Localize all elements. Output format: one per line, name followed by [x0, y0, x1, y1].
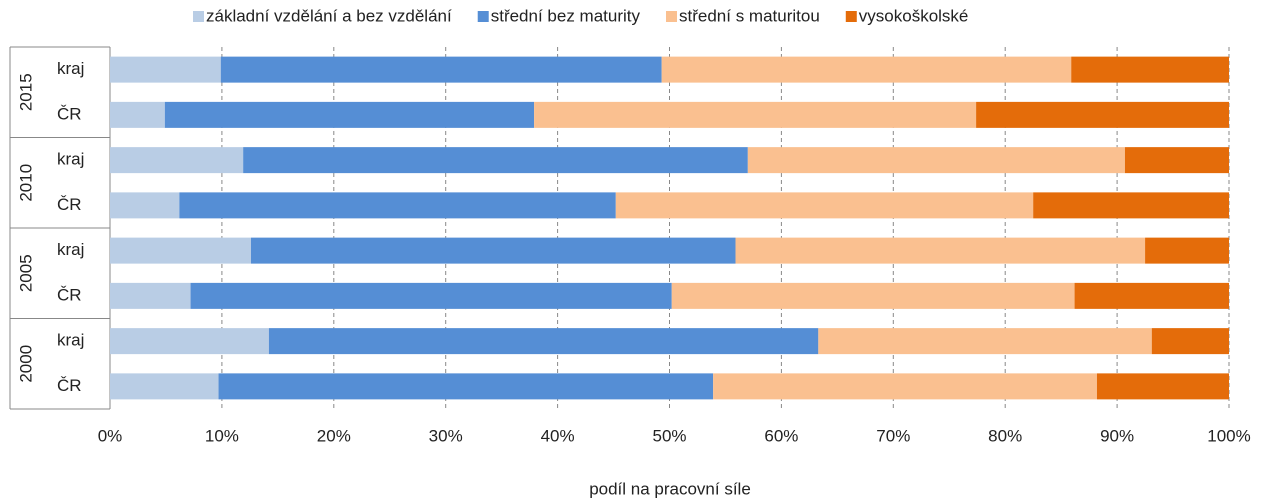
bar-segment	[110, 282, 191, 309]
bar-segment	[818, 328, 1152, 355]
y-tick-label: ČR	[57, 376, 82, 395]
group-label: 2000	[16, 345, 35, 383]
bar-segment	[1074, 282, 1229, 309]
bar-segment	[190, 282, 672, 309]
x-tick-label: 70%	[876, 426, 910, 445]
x-tick-label: 100%	[1207, 426, 1250, 445]
bar-segment	[1151, 328, 1229, 355]
bar-segment	[268, 328, 819, 355]
bar-segment	[1096, 373, 1229, 400]
bar-segment	[671, 282, 1075, 309]
y-tick-label: kraj	[57, 150, 84, 169]
bar-segment	[179, 192, 616, 219]
bar-segment	[110, 56, 221, 83]
bar-segment	[110, 237, 251, 264]
bar-segment	[110, 147, 244, 174]
y-tick-label: kraj	[57, 240, 84, 259]
bar-segment	[220, 56, 662, 83]
legend-label: střední s maturitou	[679, 6, 820, 25]
legend-label: základní vzdělání a bez vzdělání	[206, 6, 452, 25]
group-label: 2015	[16, 73, 35, 111]
x-axis-title: podíl na pracovní síle	[589, 479, 751, 498]
legend-swatch	[666, 11, 677, 22]
bar-segment	[1033, 192, 1229, 219]
bar-segment	[615, 192, 1034, 219]
x-tick-label: 20%	[317, 426, 351, 445]
bar-segment	[110, 373, 219, 400]
legend-label: střední bez maturity	[491, 6, 641, 25]
y-tick-label: ČR	[57, 104, 82, 123]
x-tick-label: 10%	[205, 426, 239, 445]
legend-swatch	[477, 11, 489, 22]
bar-segment	[250, 237, 736, 264]
x-tick-label: 40%	[541, 426, 575, 445]
bar-segment	[976, 101, 1229, 128]
bar-segment	[735, 237, 1146, 264]
bar-segment	[110, 328, 269, 355]
y-tick-label: kraj	[57, 331, 84, 350]
bar-segment	[110, 101, 165, 128]
group-label: 2010	[16, 164, 35, 202]
legend-swatch	[845, 11, 857, 22]
bar-segment	[747, 147, 1125, 174]
x-tick-label: 90%	[1100, 426, 1134, 445]
bar-segment	[243, 147, 748, 174]
legend-swatch	[193, 11, 204, 22]
y-tick-label: ČR	[57, 285, 82, 304]
bar-segment	[110, 192, 180, 219]
x-tick-label: 60%	[764, 426, 798, 445]
y-tick-label: kraj	[57, 59, 84, 78]
bar-segment	[1071, 56, 1229, 83]
bar-segment	[1124, 147, 1229, 174]
bar-segment	[1145, 237, 1229, 264]
x-tick-label: 30%	[429, 426, 463, 445]
x-tick-label: 0%	[98, 426, 123, 445]
group-label: 2005	[16, 254, 35, 292]
y-tick-label: ČR	[57, 195, 82, 214]
x-tick-label: 80%	[988, 426, 1022, 445]
bar-segment	[164, 101, 535, 128]
x-tick-label: 50%	[652, 426, 686, 445]
bar-segment	[218, 373, 714, 400]
bar-segment	[661, 56, 1072, 83]
legend-label: vysokoškolské	[859, 6, 969, 25]
bar-segment	[713, 373, 1097, 400]
bar-segment	[534, 101, 977, 128]
